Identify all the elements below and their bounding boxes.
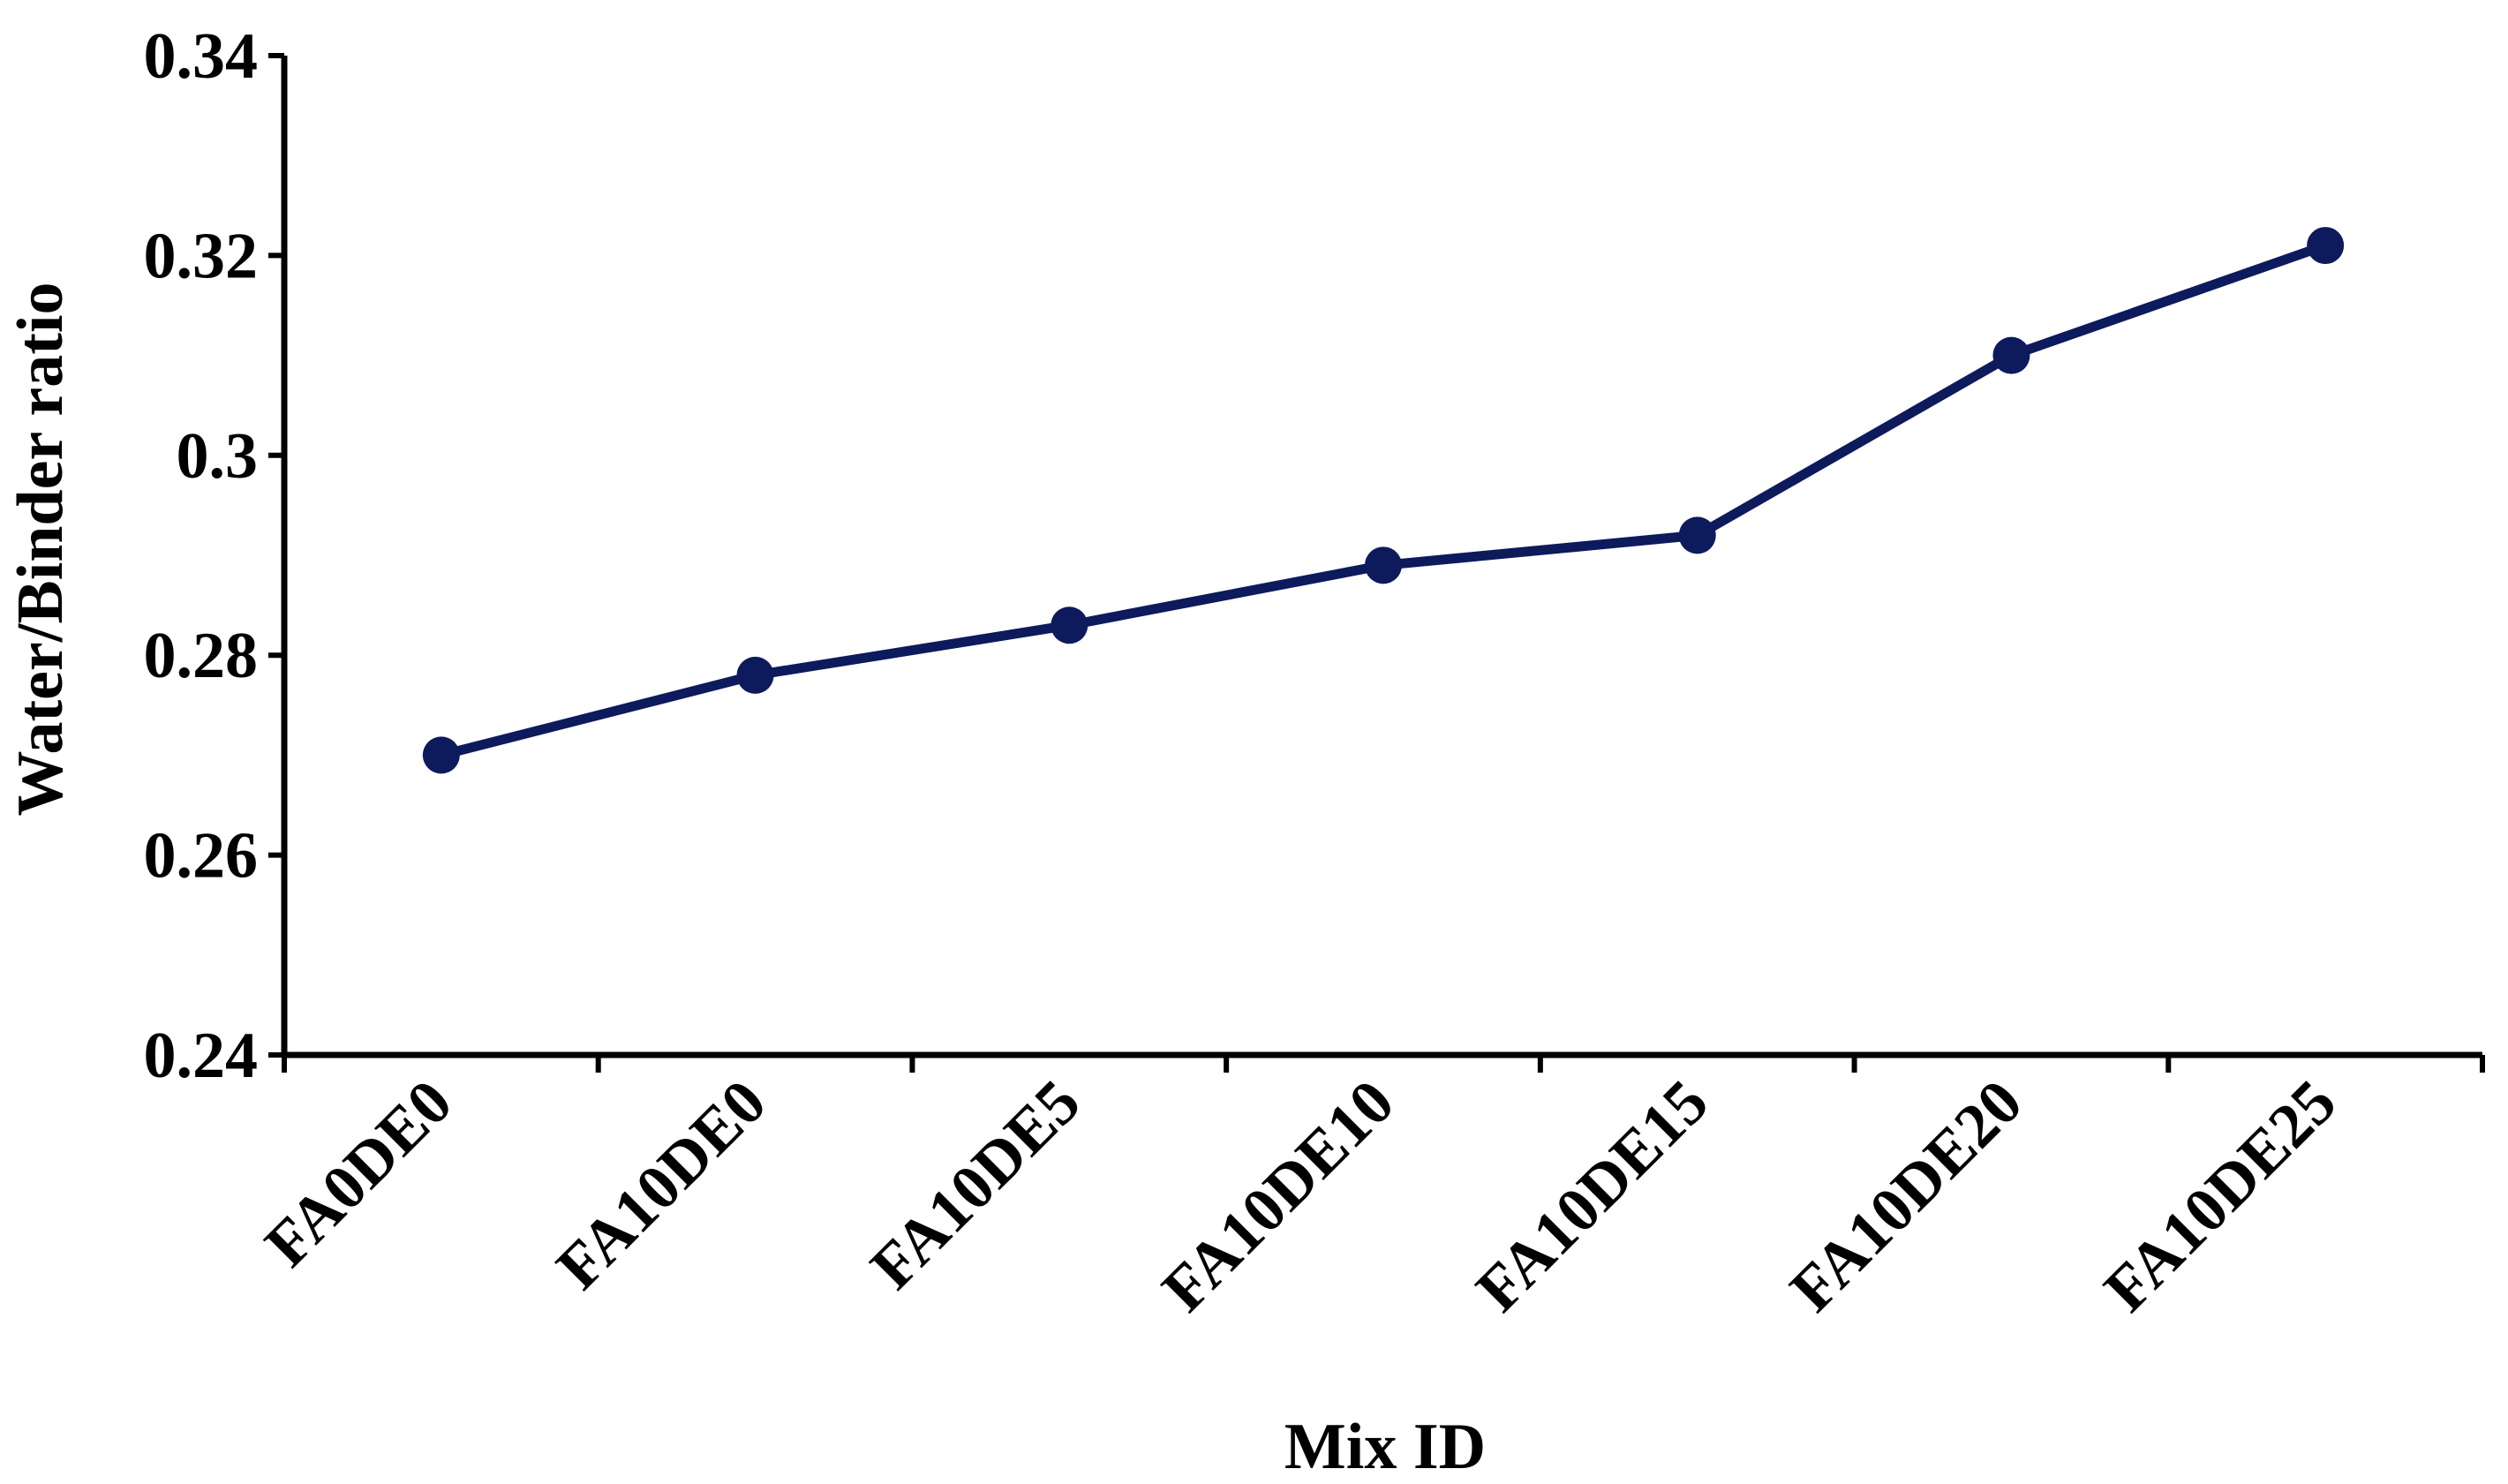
- y-tick-label: 0.3: [177, 420, 259, 493]
- data-point: [736, 656, 774, 694]
- data-point: [1992, 336, 2030, 374]
- series-line: [436, 240, 2331, 760]
- x-tick-label: FA10DE5: [857, 1066, 1094, 1303]
- y-tick-label: 0.24: [144, 1020, 259, 1092]
- x-tick-label: FA10DE0: [543, 1066, 780, 1303]
- x-tick-label: FA10DE10: [1149, 1066, 1407, 1325]
- data-point: [422, 736, 460, 774]
- data-point: [1051, 606, 1088, 644]
- y-tick-label: 0.28: [144, 620, 259, 692]
- x-tick-label: FA10DE15: [1463, 1066, 1721, 1325]
- axes: [281, 56, 2482, 1058]
- y-axis-title: Water/Binder ratio: [4, 282, 77, 817]
- x-tick-label: FA10DE20: [1777, 1066, 2036, 1325]
- data-point: [1678, 516, 1716, 554]
- x-tick-label: FA10DE25: [2090, 1066, 2349, 1325]
- y-tick-label: 0.34: [144, 20, 259, 93]
- y-tick-label: 0.26: [144, 820, 259, 893]
- data-point: [1365, 546, 1402, 584]
- x-axis-title: Mix ID: [1284, 1411, 1486, 1483]
- data-point: [2307, 227, 2345, 265]
- y-tick-label: 0.32: [144, 220, 259, 292]
- series-group: [422, 227, 2345, 774]
- x-tick-label: FA0DE0: [252, 1066, 465, 1280]
- x-axis-ticks: FA0DE0 FA10DE0 FA10DE5 FA10DE10 FA10DE15 FA10…: [252, 1055, 2485, 1325]
- y-axis-ticks: 0.24 0.26 0.28 0.3 0.32 0.34: [144, 20, 284, 1092]
